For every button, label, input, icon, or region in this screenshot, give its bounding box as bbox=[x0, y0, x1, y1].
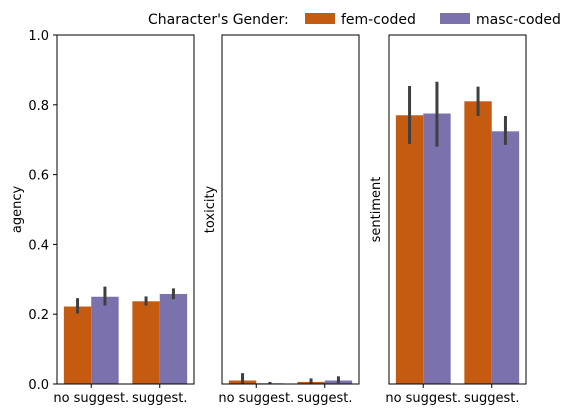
sentiment-bar-fem-coded-0 bbox=[395, 115, 424, 385]
sentiment-bar-fem-coded-1 bbox=[464, 101, 492, 384]
panel-toxicity-frame bbox=[221, 34, 360, 385]
agency-ytick-label: 0.6 bbox=[28, 169, 49, 184]
sentiment-bar-masc-coded-1 bbox=[491, 131, 520, 384]
legend-label-masc-coded: masc-coded bbox=[476, 12, 561, 28]
agency-ytick-label: 0.2 bbox=[28, 308, 49, 323]
toxicity-xtick-label: suggest. bbox=[297, 391, 353, 406]
panel-toxicity-ylabel: toxicity bbox=[203, 185, 218, 233]
legend-label-fem-coded: fem-coded bbox=[341, 12, 416, 28]
agency-ytick-label: 0.0 bbox=[28, 378, 49, 393]
agency-bar-masc-coded-0 bbox=[91, 296, 119, 384]
sentiment-xtick-label: suggest. bbox=[464, 391, 520, 406]
legend-swatch-fem-coded bbox=[305, 13, 335, 24]
panel-sentiment-frame bbox=[388, 34, 527, 385]
agency-xtick-label: suggest. bbox=[132, 391, 188, 406]
agency-ytick-label: 0.8 bbox=[28, 99, 49, 114]
panel-agency-ylabel: agency bbox=[10, 186, 25, 234]
panel-agency-frame bbox=[56, 34, 195, 385]
agency-bar-fem-coded-0 bbox=[63, 306, 92, 384]
agency-ytick-label: 1.0 bbox=[28, 29, 49, 44]
panel-sentiment-ylabel: sentiment bbox=[369, 177, 384, 243]
agency-bar-masc-coded-1 bbox=[159, 293, 188, 384]
agency-ytick-label: 0.4 bbox=[28, 238, 49, 253]
legend-swatch-masc-coded bbox=[440, 13, 470, 24]
panel-sentiment: sentiment no suggest. suggest. bbox=[369, 34, 527, 406]
agency-bar-fem-coded-1 bbox=[132, 301, 160, 384]
sentiment-xtick-label: no suggest. bbox=[385, 391, 461, 406]
panel-toxicity: toxicity no suggest. suggest. bbox=[203, 34, 360, 406]
toxicity-xtick-label: no suggest. bbox=[218, 391, 294, 406]
panel-agency: 0.0 0.2 0.4 0.6 0.8 1.0 agency no suggest. sug… bbox=[10, 29, 195, 406]
legend-title: Character's Gender: bbox=[148, 12, 289, 28]
legend: Character's Gender: fem-coded masc-coded bbox=[148, 12, 561, 28]
agency-xtick-label: no suggest. bbox=[53, 391, 129, 406]
sentiment-bar-masc-coded-0 bbox=[423, 113, 451, 385]
